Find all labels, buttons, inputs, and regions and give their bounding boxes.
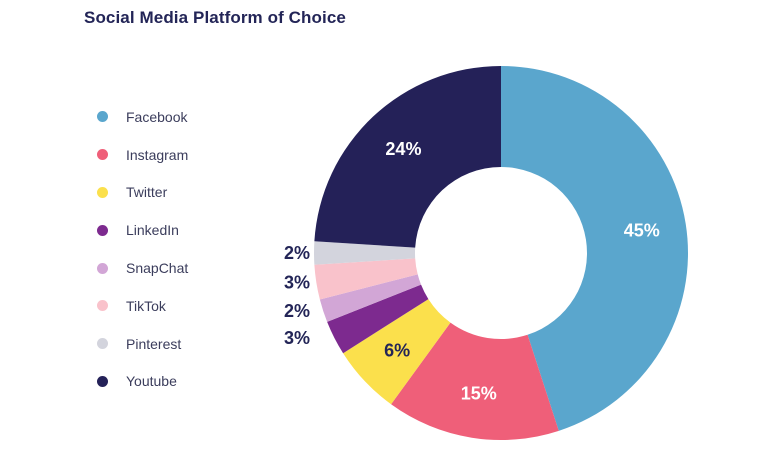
chart-title: Social Media Platform of Choice: [84, 8, 346, 27]
legend-label-instagram: Instagram: [126, 146, 189, 163]
slice-label-twitter: 6%: [384, 341, 410, 361]
legend-item-facebook: Facebook: [97, 98, 188, 136]
slice-instagram: [391, 322, 559, 441]
legend-item-pinterest: Pinterest: [97, 325, 188, 363]
slice-twitter: [343, 299, 451, 405]
legend-item-instagram: Instagram: [97, 136, 188, 174]
legend-swatch-youtube: [97, 375, 108, 387]
legend-item-youtube: Youtube: [97, 363, 188, 401]
slice-label-facebook: 45%: [624, 221, 660, 241]
legend-swatch-instagram: [97, 149, 108, 161]
legend-swatch-pinterest: [97, 338, 108, 350]
legend-swatch-twitter: [97, 186, 108, 198]
legend-swatch-snapchat: [97, 262, 108, 274]
legend-label-linkedin: LinkedIn: [126, 222, 179, 239]
legend-item-snapchat: SnapChat: [97, 249, 188, 287]
legend-label-twitter: Twitter: [126, 184, 168, 201]
legend-swatch-tiktok: [97, 300, 108, 312]
slice-label-youtube: 24%: [385, 139, 421, 159]
legend-label-snapchat: SnapChat: [126, 260, 189, 277]
slice-label-tiktok: 3%: [284, 272, 310, 292]
slice-pinterest: [314, 241, 416, 265]
slice-linkedin: [327, 284, 429, 354]
legend-label-youtube: Youtube: [126, 373, 177, 390]
legend-label-pinterest: Pinterest: [126, 335, 182, 352]
slice-label-linkedin: 3%: [284, 328, 310, 348]
slice-youtube: [314, 66, 501, 248]
slice-label-snapchat: 2%: [284, 301, 310, 321]
slice-label-instagram: 15%: [461, 384, 497, 404]
legend-item-twitter: Twitter: [97, 174, 188, 212]
legend-label-tiktok: TikTok: [126, 297, 166, 314]
slice-label-pinterest: 2%: [284, 243, 310, 263]
slice-tiktok: [314, 258, 418, 300]
legend-item-linkedin: LinkedIn: [97, 211, 188, 249]
slice-snapchat: [319, 274, 422, 322]
legend-swatch-linkedin: [97, 224, 108, 236]
slice-facebook: [501, 66, 689, 431]
chart-legend: Facebook Instagram Twitter LinkedIn SnapChat…: [97, 98, 188, 400]
legend-item-tiktok: TikTok: [97, 287, 188, 325]
legend-swatch-facebook: [97, 111, 108, 123]
legend-label-facebook: Facebook: [126, 108, 188, 125]
